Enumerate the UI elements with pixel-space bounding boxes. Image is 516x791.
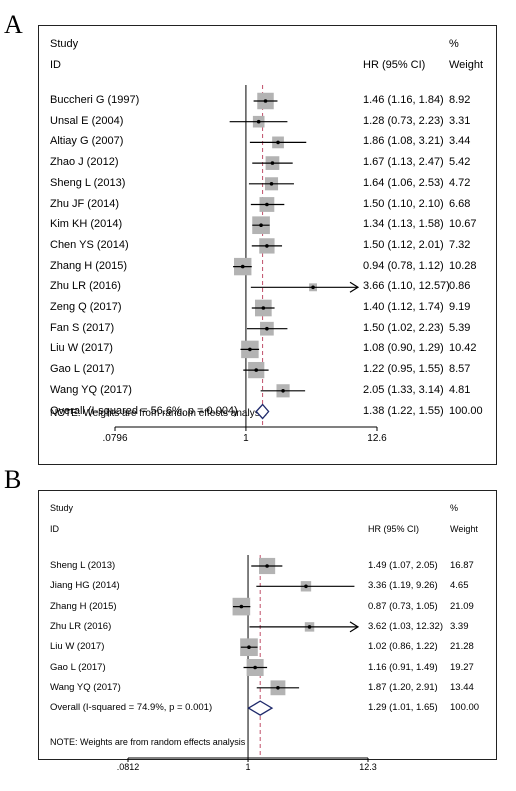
study-weight: 21.28: [450, 641, 474, 653]
study-weight: 8.92: [449, 94, 471, 106]
study-hr-ci: 1.64 (1.06, 2.53): [363, 176, 444, 189]
study-hr-ci: 0.87 (0.73, 1.05): [368, 600, 438, 612]
study-hr-ci: 1.50 (1.10, 2.10): [363, 197, 444, 210]
study-label: Liu W (2017): [50, 641, 105, 653]
study-hr-ci: 1.67 (1.13, 2.47): [363, 156, 444, 169]
overall-hr-ci: 1.29 (1.01, 1.65): [368, 702, 438, 714]
id-header: ID: [50, 59, 61, 71]
study-weight: 4.72: [449, 176, 471, 189]
study-hr-ci: 1.02 (0.86, 1.22): [368, 641, 438, 653]
study-hr-ci: 0.94 (0.78, 1.12): [363, 259, 444, 272]
weight-header: Weight: [450, 524, 478, 534]
study-weight: 21.09: [450, 600, 474, 612]
study-hr-ci: 1.46 (1.16, 1.84): [363, 94, 444, 106]
study-label: Buccheri G (1997): [50, 94, 140, 106]
study-weight: 0.86: [449, 280, 471, 293]
study-label: Zhu LR (2016): [50, 280, 121, 293]
weights-note: NOTE: Weights are from random effects an…: [50, 737, 246, 747]
study-label: Wang YQ (2017): [50, 383, 132, 396]
x-tick-label: .0812: [116, 762, 140, 772]
study-weight: 5.42: [449, 156, 471, 169]
study-weight: 4.81: [449, 383, 471, 396]
study-hr-ci: 1.34 (1.13, 1.58): [363, 218, 444, 231]
id-header: ID: [50, 524, 59, 534]
study-label: Fan S (2017): [50, 321, 115, 334]
weight-header: Weight: [449, 59, 484, 71]
study-label: Sheng L (2013): [50, 176, 126, 189]
study-hr-ci: 1.50 (1.02, 2.23): [363, 321, 444, 334]
overall-weight: 100.00: [450, 702, 480, 714]
panel-a-label: A: [4, 10, 23, 39]
study-weight: 4.65: [450, 580, 469, 592]
study-label: Liu W (2017): [50, 342, 113, 355]
study-label: Zhao J (2012): [50, 156, 119, 169]
study-weight: 3.31: [449, 114, 471, 127]
study-weight: 13.44: [450, 681, 474, 693]
study-weight: 5.39: [449, 321, 471, 334]
overall-weight: 100.00: [449, 404, 483, 417]
study-label: Zhu LR (2016): [50, 620, 112, 632]
study-hr-ci: 3.36 (1.19, 9.26): [368, 580, 438, 592]
study-label: Altiay G (2007): [50, 135, 124, 148]
study-weight: 9.19: [449, 301, 471, 313]
study-label: Zhang H (2015): [50, 259, 128, 272]
study-label: Sheng L (2013): [50, 560, 116, 571]
study-weight: 3.44: [449, 135, 471, 148]
study-weight: 16.87: [450, 560, 474, 571]
effect-header: HR (95% CI): [363, 59, 426, 71]
study-hr-ci: 1.50 (1.12, 2.01): [363, 238, 444, 251]
percent-header: %: [449, 38, 459, 50]
panel-b-label: B: [4, 465, 22, 494]
percent-header: %: [450, 503, 459, 513]
study-hr-ci: 1.87 (1.20, 2.91): [368, 681, 438, 693]
study-hr-ci: 1.86 (1.08, 3.21): [363, 135, 444, 148]
study-label: Kim KH (2014): [50, 218, 123, 231]
x-tick-label: 1: [245, 762, 251, 772]
study-label: Jiang HG (2014): [50, 580, 120, 592]
study-weight: 8.57: [449, 363, 471, 376]
study-header: Study: [50, 503, 74, 513]
study-label: Wang YQ (2017): [50, 681, 121, 693]
study-label: Gao L (2017): [50, 661, 106, 673]
study-hr-ci: 1.16 (0.91, 1.49): [368, 661, 438, 673]
x-tick-label: 1: [243, 433, 249, 444]
study-label: Unsal E (2004): [50, 114, 124, 127]
study-hr-ci: 1.08 (0.90, 1.29): [363, 342, 444, 355]
study-header: Study: [50, 38, 79, 50]
study-label: Chen YS (2014): [50, 238, 129, 251]
study-weight: 3.39: [450, 620, 469, 632]
x-tick-label: 12.6: [367, 433, 387, 444]
study-weight: 19.27: [450, 661, 474, 673]
overall-hr-ci: 1.38 (1.22, 1.55): [363, 404, 444, 417]
overall-label: Overall (I-squared = 74.9%, p = 0.001): [50, 702, 213, 714]
overall-label: Overall (I-squared = 56.6%, p = 0.004): [50, 404, 238, 417]
study-label: Zhu JF (2014): [50, 197, 120, 210]
study-weight: 6.68: [449, 197, 471, 210]
study-hr-ci: 2.05 (1.33, 3.14): [363, 383, 444, 396]
study-weight: 10.42: [449, 342, 477, 355]
effect-header: HR (95% CI): [368, 524, 420, 534]
study-weight: 10.28: [449, 259, 477, 272]
study-label: Zeng Q (2017): [50, 301, 122, 313]
study-hr-ci: 3.66 (1.10, 12.57): [363, 280, 450, 293]
x-tick-label: .0796: [102, 433, 128, 444]
study-hr-ci: 1.28 (0.73, 2.23): [363, 114, 444, 127]
study-weight: 7.32: [449, 238, 471, 251]
study-hr-ci: 1.22 (0.95, 1.55): [363, 363, 444, 376]
study-label: Gao L (2017): [50, 363, 115, 376]
study-hr-ci: 1.49 (1.07, 2.05): [368, 560, 438, 571]
study-hr-ci: 3.62 (1.03, 12.32): [368, 620, 443, 632]
study-weight: 10.67: [449, 218, 477, 231]
weights-note: NOTE: Weights are from random effects an…: [50, 408, 267, 419]
x-tick-label: 12.3: [359, 762, 377, 772]
study-hr-ci: 1.40 (1.12, 1.74): [363, 301, 444, 313]
study-label: Zhang H (2015): [50, 600, 117, 612]
